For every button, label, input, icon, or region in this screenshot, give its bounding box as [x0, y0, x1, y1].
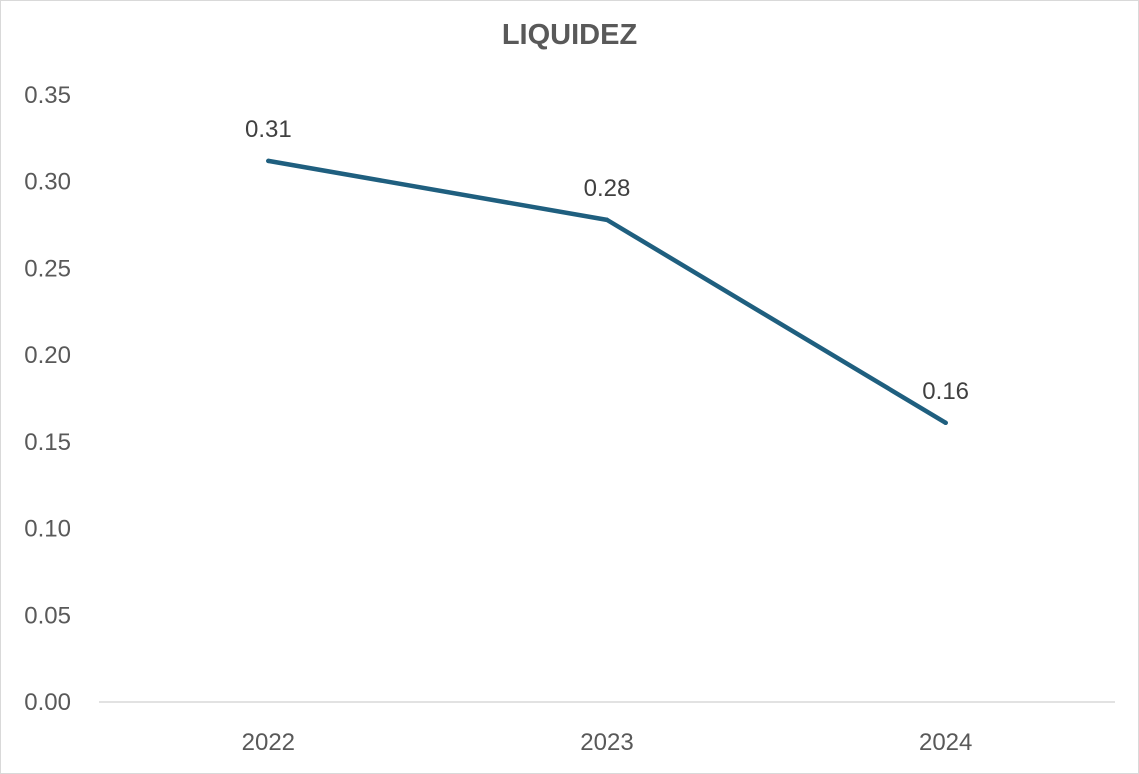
y-tick-label: 0.30: [24, 169, 71, 196]
data-labels: 0.31 0.28 0.16: [245, 116, 969, 405]
data-label: 0.28: [584, 175, 631, 202]
y-tick-label: 0.35: [24, 82, 71, 109]
y-tick-label: 0.20: [24, 342, 71, 369]
data-label: 0.31: [245, 116, 292, 143]
chart-title: LIQUIDEZ: [501, 19, 638, 51]
x-tick-label: 2022: [242, 729, 295, 756]
x-tick-label: 2023: [580, 729, 633, 756]
data-label: 0.16: [922, 378, 969, 405]
series-group: [266, 158, 948, 426]
y-tick-label: 0.25: [24, 255, 71, 282]
y-axis-ticks: 0.00 0.05 0.10 0.15 0.20 0.25 0.30 0.35: [24, 82, 71, 716]
y-tick-label: 0.05: [24, 602, 71, 629]
data-point: [943, 420, 948, 425]
y-tick-label: 0.00: [24, 689, 71, 716]
y-tick-label: 0.15: [24, 429, 71, 456]
x-axis-ticks: 2022 2023 2024: [242, 729, 973, 756]
data-point: [604, 217, 610, 223]
data-point: [266, 158, 271, 164]
y-tick-label: 0.10: [24, 516, 71, 543]
x-tick-label: 2024: [919, 729, 972, 756]
